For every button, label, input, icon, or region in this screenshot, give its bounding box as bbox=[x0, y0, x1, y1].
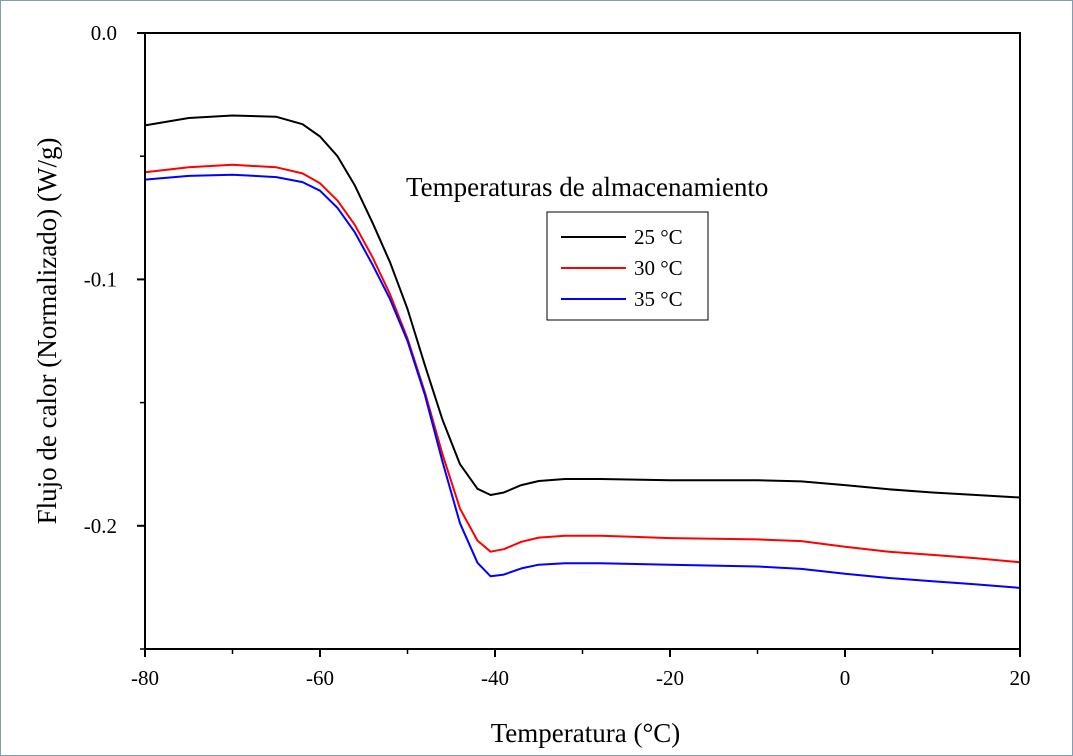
x-tick-label: -80 bbox=[131, 666, 159, 690]
axis-tick-labels: -80 -60 -40 -20 0 20 0.0 -0.1 -0.2 bbox=[84, 21, 1031, 690]
series-line-3 bbox=[144, 173, 1021, 589]
x-tick-label: -60 bbox=[306, 666, 334, 690]
legend-box bbox=[546, 211, 709, 321]
y-tick-label: 0.0 bbox=[91, 21, 117, 45]
y-tick-label: -0.2 bbox=[84, 514, 117, 538]
plot-area-border bbox=[144, 32, 1021, 650]
series-line-1 bbox=[144, 114, 1021, 499]
y-tick-label: -0.1 bbox=[84, 267, 117, 291]
legend-items: 25 °C 30 °C 35 °C bbox=[561, 225, 683, 311]
y-axis-title: Flujo de calor (Normalizado) (W/g) bbox=[32, 138, 62, 525]
axis-ticks bbox=[137, 32, 1021, 657]
legend-label-1: 25 °C bbox=[634, 225, 683, 249]
legend-label-2: 30 °C bbox=[634, 256, 683, 280]
x-tick-label: -20 bbox=[656, 666, 684, 690]
legend-label-3: 35 °C bbox=[634, 287, 683, 311]
x-tick-label: -40 bbox=[481, 666, 509, 690]
legend-title: Temperaturas de almacenamiento bbox=[406, 172, 768, 202]
plot-lines bbox=[144, 114, 1021, 589]
x-axis-title: Temperatura (°C) bbox=[491, 718, 681, 748]
series-line-2 bbox=[144, 163, 1021, 564]
x-tick-label: 20 bbox=[1010, 666, 1031, 690]
x-tick-label: 0 bbox=[840, 666, 851, 690]
